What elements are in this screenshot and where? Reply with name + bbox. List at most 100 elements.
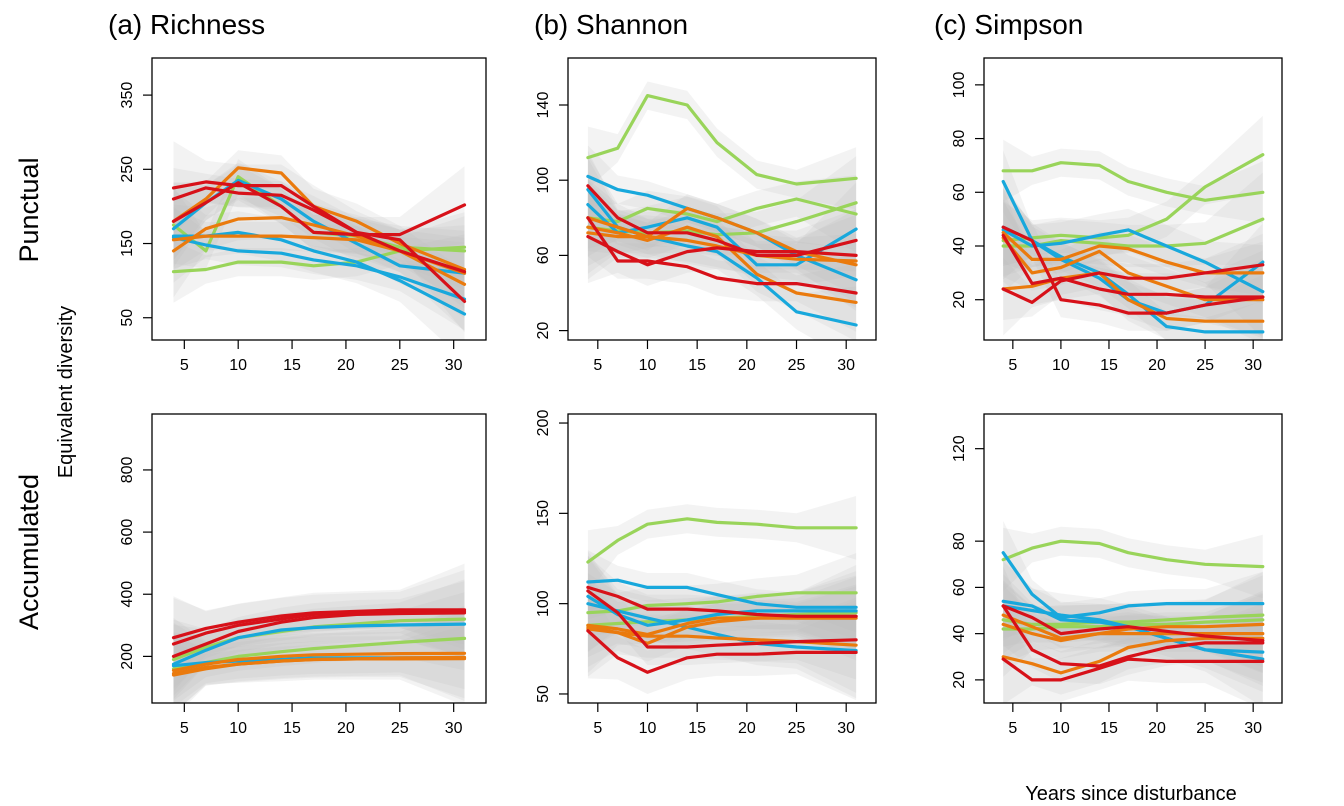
confidence-ribbon [1003, 558, 1263, 703]
series-line-blue [1001, 604, 1265, 661]
y-tick-label: 50 [119, 309, 136, 327]
y-tick-label: 150 [119, 230, 136, 257]
panel-2: 5 10 15 20 25 30 20 40 60 80 100 [951, 57, 1283, 374]
confidence-ribbon [587, 556, 857, 651]
series-line-red [1001, 225, 1265, 315]
confidence-ribbon [173, 592, 465, 696]
x-tick-label: 25 [1196, 357, 1214, 374]
panel-1: 5 10 15 20 25 30 20 60 100 140 [535, 57, 877, 374]
series-line-red [171, 609, 467, 646]
y-tick-label: 40 [951, 625, 968, 643]
y-tick-label: 140 [535, 92, 552, 119]
x-tick-label: 20 [337, 720, 355, 737]
panel-4: 5 10 15 20 25 30 50 100 150 200 [535, 410, 877, 737]
y-tick-label: 200 [535, 410, 552, 437]
y-tick-label: 100 [535, 590, 552, 617]
series-line-orange [586, 231, 858, 263]
y-tick-label: 20 [951, 671, 968, 689]
panel-frame [567, 57, 877, 341]
panel-frame [151, 57, 487, 341]
confidence-ribbon [173, 581, 465, 689]
confidence-ribbon [1003, 201, 1263, 304]
confidence-ribbon [587, 186, 857, 296]
y-tick-label: 200 [119, 643, 136, 670]
y-axis-label: Equivalent diversity [55, 306, 77, 478]
confidence-ribbon [1003, 242, 1263, 340]
series-line-red [586, 216, 858, 295]
series-line-orange [171, 651, 467, 672]
y-tick-label: 50 [535, 685, 552, 703]
series-line-red [586, 184, 858, 257]
series-line-red [1001, 263, 1265, 304]
y-tick-label: 80 [951, 130, 968, 148]
confidence-ribbon [173, 196, 465, 331]
confidence-ribbon [587, 496, 857, 594]
y-tick-label: 60 [951, 578, 968, 596]
confidence-ribbon [1003, 188, 1263, 340]
x-tick-label: 15 [1100, 357, 1118, 374]
x-tick-label: 10 [639, 357, 657, 374]
series-line-blue [1001, 228, 1265, 294]
x-tick-label: 25 [788, 357, 806, 374]
series-group [171, 166, 467, 316]
x-tick-label: 30 [1244, 357, 1262, 374]
series-line-red [1001, 657, 1265, 682]
series-line-blue [171, 236, 467, 301]
x-tick-label: 20 [738, 357, 756, 374]
y-tick-label: 800 [119, 456, 136, 483]
panel-title-shannon: (b) Shannon [534, 9, 688, 40]
series-line-green [171, 245, 467, 274]
confidence-ribbon [587, 179, 857, 332]
x-tick-label: 5 [593, 357, 602, 374]
panels-group: 5 10 15 20 25 30 50 150 250 350 5 10 15 20 25 30 20 60 100… [119, 57, 1283, 737]
ribbon-group [587, 81, 857, 340]
row-label-punctual: Punctual [14, 157, 44, 262]
x-tick-label: 30 [837, 357, 855, 374]
series-line-blue [1001, 551, 1265, 620]
y-tick-label: 250 [119, 156, 136, 183]
series-group [586, 94, 858, 327]
series-line-blue [586, 578, 858, 609]
y-tick-label: 20 [535, 322, 552, 340]
x-tick-label: 15 [688, 357, 706, 374]
x-tick-label: 15 [283, 357, 301, 374]
x-tick-label: 20 [738, 720, 756, 737]
confidence-ribbon [587, 156, 857, 274]
x-tick-label: 10 [639, 720, 657, 737]
confidence-ribbon [1003, 526, 1263, 599]
series-line-orange [171, 655, 467, 677]
y-tick-label: 120 [951, 435, 968, 462]
y-tick-label: 80 [951, 532, 968, 550]
x-tick-label: 30 [445, 720, 463, 737]
series-line-blue [171, 622, 467, 666]
confidence-ribbon [587, 154, 857, 272]
x-tick-label: 30 [837, 720, 855, 737]
confidence-ribbon [587, 175, 857, 257]
panel-frame [567, 413, 877, 704]
x-tick-label: 25 [391, 357, 409, 374]
row-label-accumulated: Accumulated [14, 474, 44, 630]
series-line-green [1001, 153, 1265, 243]
x-tick-label: 15 [688, 720, 706, 737]
y-tick-label: 100 [535, 167, 552, 194]
y-tick-label: 60 [535, 246, 552, 264]
panel-title-richness: (a) Richness [108, 9, 265, 40]
x-tick-label: 20 [337, 357, 355, 374]
y-tick-label: 60 [951, 183, 968, 201]
series-line-red [171, 611, 467, 658]
series-line-orange [586, 206, 858, 267]
series-line-blue [586, 203, 858, 267]
x-tick-label: 15 [1100, 720, 1118, 737]
series-line-red [1001, 604, 1265, 643]
confidence-ribbon [1003, 199, 1263, 339]
series-line-green [586, 94, 858, 186]
x-tick-label: 10 [1052, 357, 1070, 374]
series-line-green [1001, 539, 1265, 569]
panel-5: 5 10 15 20 25 30 20 40 60 80 120 [951, 413, 1283, 737]
x-tick-label: 10 [1052, 720, 1070, 737]
x-tick-label: 10 [229, 720, 247, 737]
series-line-red [586, 629, 858, 674]
series-line-orange [1001, 636, 1265, 675]
panel-frame [151, 413, 487, 704]
